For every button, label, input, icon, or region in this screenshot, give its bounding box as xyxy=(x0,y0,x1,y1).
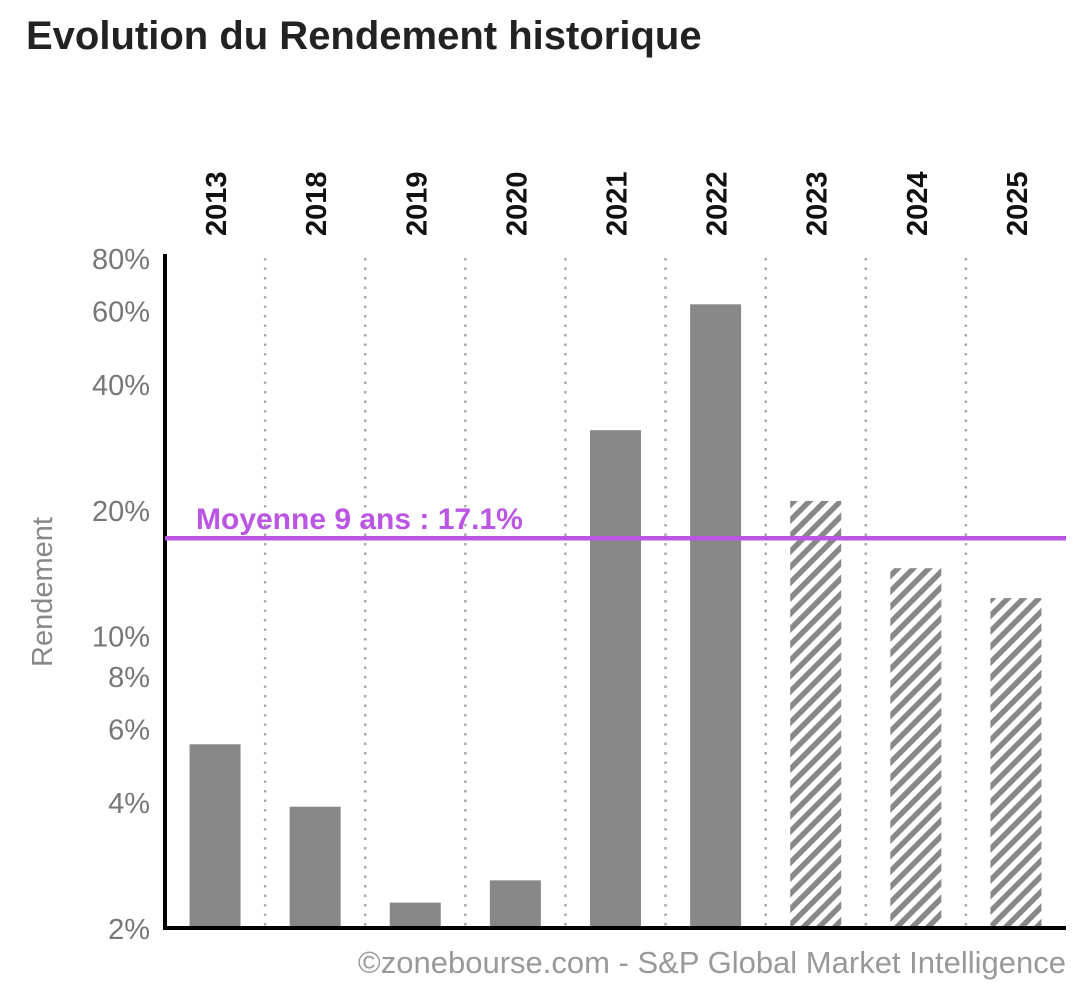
y-tick-label: 10% xyxy=(92,622,150,654)
bar-2022 xyxy=(690,304,742,929)
category-label: 2020 xyxy=(501,171,533,236)
y-tick-labels: 2% 4% 6% 8% 10% 20% 40% 60% 80% xyxy=(92,244,150,946)
y-tick-label: 4% xyxy=(108,788,150,820)
bars xyxy=(189,304,1042,929)
bar-2025 xyxy=(990,598,1042,928)
category-label: 2025 xyxy=(1002,171,1034,236)
bar-2023 xyxy=(790,500,842,928)
bar-2018 xyxy=(289,806,341,928)
credit-text: ©zonebourse.com - S&P Global Market Inte… xyxy=(358,945,1066,980)
chart-title: Evolution du Rendement historique xyxy=(26,14,702,58)
category-label: 2021 xyxy=(602,171,634,236)
category-label: 2022 xyxy=(702,171,734,236)
bar-2013 xyxy=(189,744,241,928)
y-tick-label: 60% xyxy=(92,296,150,328)
category-label: 2024 xyxy=(902,171,934,236)
bar-2024 xyxy=(890,568,942,928)
y-tick-label: 2% xyxy=(108,914,150,946)
y-axis-label: Rendement xyxy=(27,517,59,667)
bar-2019 xyxy=(389,902,441,928)
y-tick-label: 6% xyxy=(108,714,150,746)
average-label: Moyenne 9 ans : 17.1% xyxy=(196,503,523,536)
category-label: 2019 xyxy=(401,171,433,236)
y-tick-label: 20% xyxy=(92,496,150,528)
category-label: 2023 xyxy=(802,171,834,236)
y-tick-label: 80% xyxy=(92,244,150,276)
y-tick-label: 40% xyxy=(92,370,150,402)
y-tick-label: 8% xyxy=(108,662,150,694)
grid xyxy=(263,258,968,928)
category-label: 2013 xyxy=(201,171,233,236)
category-label: 2018 xyxy=(301,171,333,236)
bar-2020 xyxy=(489,880,541,928)
category-labels: 2013 2018 2019 2020 2021 2022 2023 2024 2025 xyxy=(201,171,1034,236)
bar-2021 xyxy=(590,430,641,928)
